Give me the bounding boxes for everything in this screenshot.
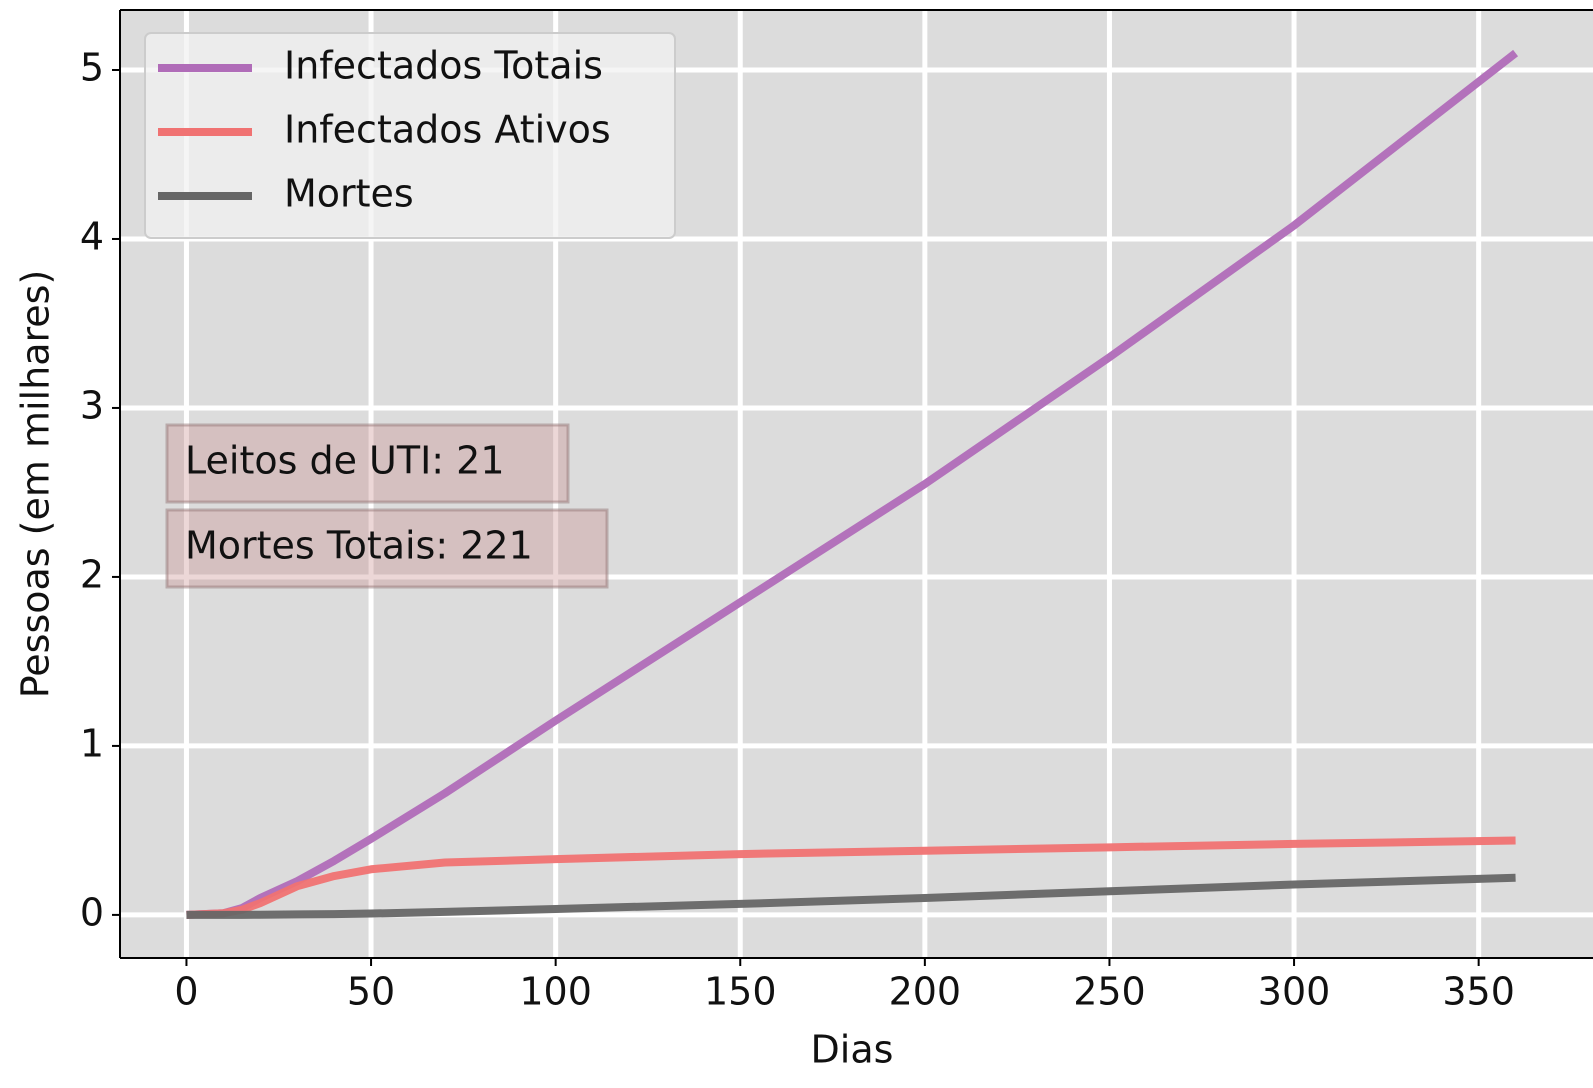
y-tick-label: 0 — [80, 890, 104, 934]
series-line — [186, 873, 1516, 919]
y-axis-label: Pessoas (em milhares) — [14, 270, 58, 699]
annotation: Leitos de UTI: 21 — [165, 423, 570, 504]
annotation-box — [165, 508, 609, 589]
x-tick-label: 250 — [1073, 970, 1146, 1014]
annotation: Mortes Totais: 221 — [165, 508, 609, 589]
y-tick-label: 1 — [80, 721, 104, 765]
x-tick-label: 50 — [347, 970, 395, 1014]
y-tick-label: 2 — [80, 552, 104, 596]
lines — [186, 49, 1519, 919]
x-tick-label: 0 — [174, 970, 198, 1014]
legend-label: Mortes — [284, 172, 414, 216]
x-tick-label: 150 — [704, 970, 777, 1014]
x-tick-label: 100 — [519, 970, 592, 1014]
legend-box — [144, 32, 676, 239]
x-tick-label: 350 — [1442, 970, 1515, 1014]
y-tick-label: 5 — [80, 45, 104, 89]
annotation-text: Leitos de UTI: 21 — [185, 439, 505, 483]
x-tick-label: 200 — [889, 970, 962, 1014]
y-tick-label: 3 — [80, 383, 104, 427]
x-tick-label: 300 — [1258, 970, 1331, 1014]
annotation-box — [165, 423, 570, 504]
legend: Infectados Totais Infectados Ativos Mortes — [144, 32, 676, 239]
y-tick-label: 4 — [80, 214, 104, 258]
series-line — [186, 836, 1516, 919]
annotation-text: Mortes Totais: 221 — [185, 524, 533, 568]
legend-label: Infectados Ativos — [284, 108, 611, 152]
x-axis-label: Dias — [811, 1028, 894, 1072]
legend-label: Infectados Totais — [284, 44, 603, 88]
